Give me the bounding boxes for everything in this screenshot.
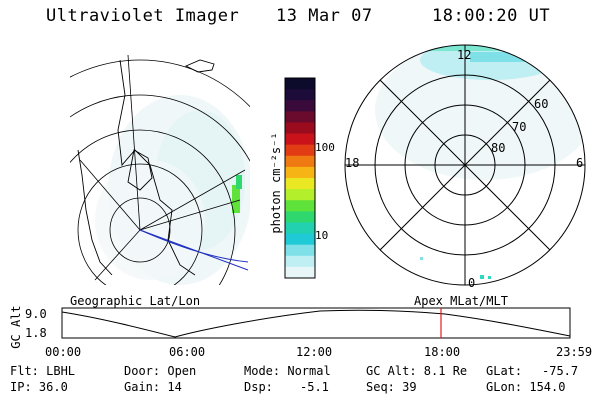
- colorbar-tick-10: 10: [315, 229, 329, 242]
- altitude-xtick-1200: 12:00: [296, 345, 333, 359]
- colorbar-segment: [285, 144, 315, 157]
- mlat-label-70: 70: [512, 120, 527, 134]
- colorbar-segment: [285, 166, 315, 179]
- colorbar-segment: [285, 255, 315, 268]
- colorbar-segment: [285, 133, 315, 146]
- right-map-caption: Apex MLat/MLT: [414, 294, 508, 308]
- colorbar-segment: [285, 266, 315, 279]
- observation-time: 18:00:20 UT: [432, 6, 551, 26]
- seq-status: Seq: 39: [366, 380, 417, 394]
- altitude-xtick-1800: 18:00: [424, 345, 461, 359]
- colorbar-segment: [285, 100, 315, 112]
- mlt-label-6: 6: [576, 156, 584, 170]
- dsp-value: -5.1: [300, 380, 329, 394]
- ip-status: IP: 36.0: [10, 380, 68, 394]
- mode-status: Mode: Normal: [244, 364, 331, 378]
- colorbar-segment: [285, 244, 315, 257]
- colorbar-segment: [285, 78, 315, 90]
- glon-status: GLon: 154.0: [486, 380, 566, 394]
- colorbar-segment: [285, 189, 315, 201]
- colorbar-segment: [285, 222, 315, 235]
- colorbar-border: [284, 77, 316, 279]
- left-map-caption: Geographic Lat/Lon: [70, 294, 201, 308]
- colorbar-segment: [285, 111, 315, 123]
- dsp-label: Dsp:: [244, 380, 273, 394]
- mlt-label-0: 0: [468, 276, 476, 290]
- altitude-ytick-high: 9.0: [25, 307, 47, 321]
- intensity-colorbar: [284, 77, 316, 279]
- glat-label: GLat:: [486, 364, 523, 378]
- glat-value: -75.7: [542, 364, 579, 378]
- mlt-label-18: 18: [345, 156, 360, 170]
- colorbar-segment: [285, 178, 315, 190]
- colorbar-tick-100: 100: [315, 141, 335, 154]
- gc-alt-status: GC Alt: 8.1 Re: [366, 364, 468, 378]
- colorbar-segment: [285, 89, 315, 101]
- altitude-xtick-0600: 06:00: [169, 345, 206, 359]
- mlat-label-80: 80: [491, 141, 506, 155]
- colorbar-segment: [285, 122, 315, 135]
- altitude-xtick-2359: 23:59: [556, 345, 593, 359]
- instrument-title: Ultraviolet Imager: [46, 6, 240, 26]
- colorbar-segment: [285, 200, 315, 212]
- colorbar-segment: [285, 211, 315, 223]
- altitude-xtick-0000: 00:00: [45, 345, 82, 359]
- filter-status: Flt: LBHL: [10, 364, 76, 378]
- altitude-ytick-low: 1.8: [25, 326, 47, 340]
- mlt-label-12: 12: [457, 48, 472, 62]
- observation-date: 13 Mar 07: [276, 6, 373, 26]
- gain-status: Gain: 14: [124, 380, 182, 394]
- colorbar-segment: [285, 233, 315, 246]
- colorbar-segment: [285, 155, 315, 168]
- door-status: Door: Open: [124, 364, 197, 378]
- mlat-label-60: 60: [534, 97, 549, 111]
